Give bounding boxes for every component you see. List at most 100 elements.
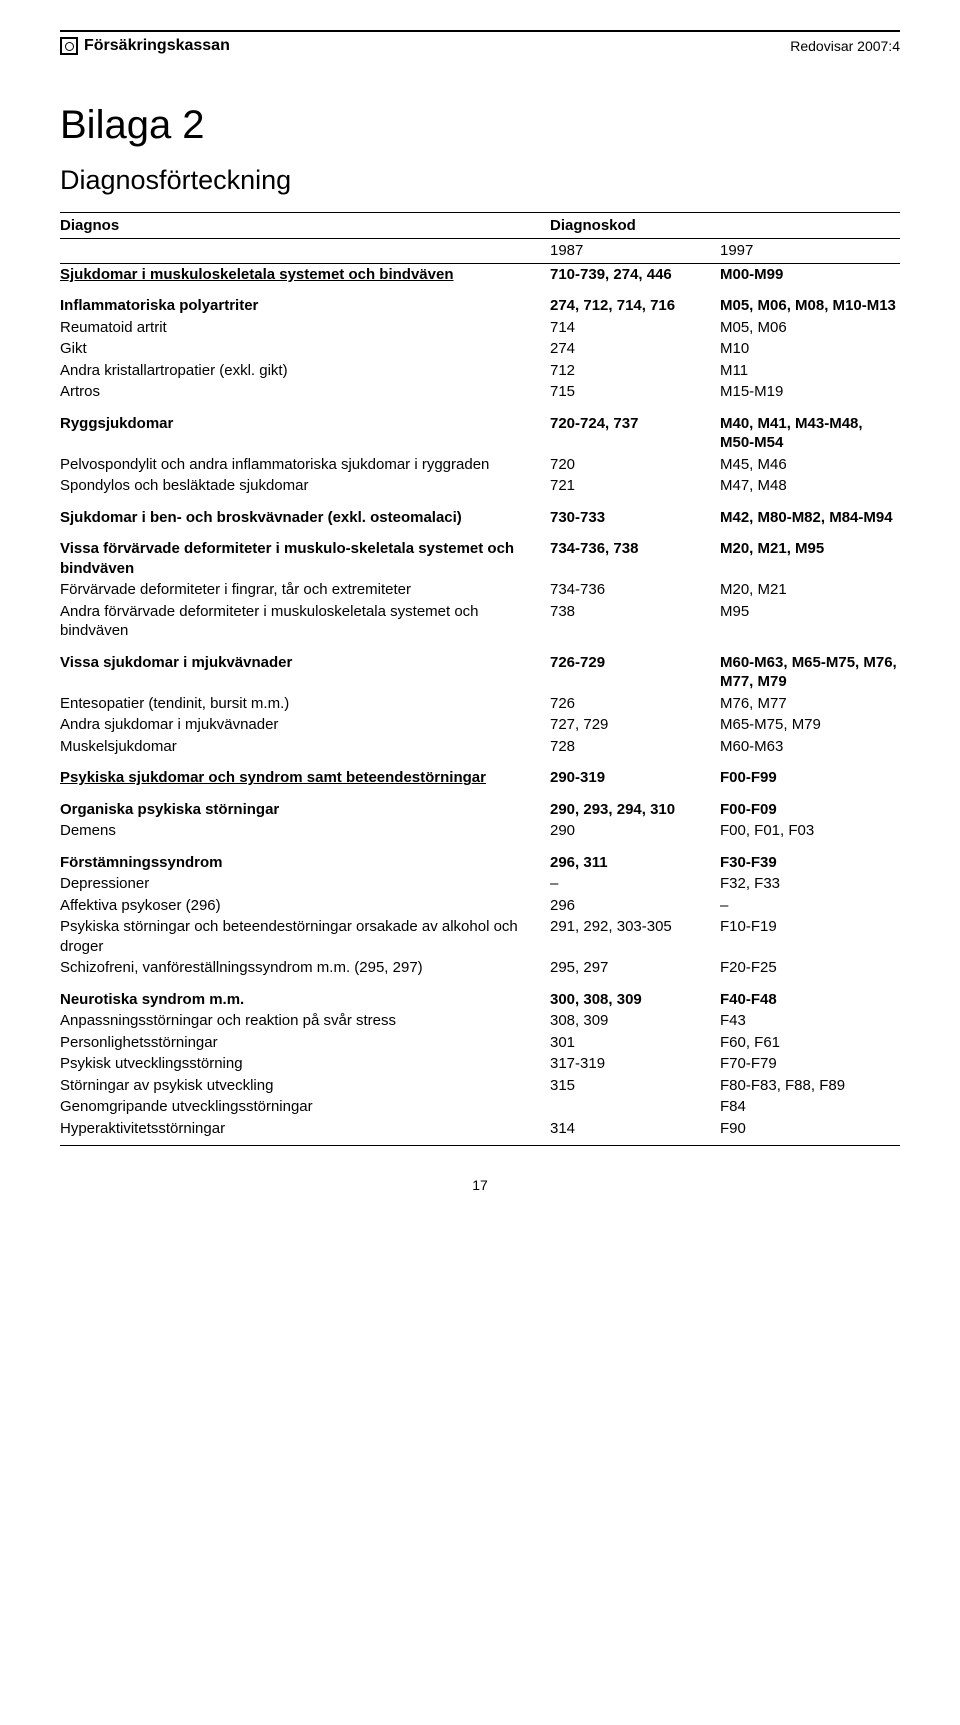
page-number: 17 <box>60 1176 900 1194</box>
col-header-1997: 1997 <box>720 241 900 261</box>
diagnosis-name: Ryggsjukdomar <box>60 414 550 453</box>
diagnosis-name: Neurotiska syndrom m.m. <box>60 990 550 1010</box>
table-row: Förstämningssyndrom296, 311F30-F39 <box>60 852 900 874</box>
section-gap <box>60 497 900 507</box>
table-row: Psykiska störningar och beteendestörning… <box>60 916 900 957</box>
code-1997: M05, M06 <box>720 318 900 338</box>
table-row: Ryggsjukdomar720-724, 737M40, M41, M43-M… <box>60 413 900 454</box>
table-row: Hyperaktivitetsstörningar314F90 <box>60 1118 900 1140</box>
code-1997: F10-F19 <box>720 917 900 956</box>
table-row: Inflammatoriska polyartriter274, 712, 71… <box>60 295 900 317</box>
page-subtitle: Diagnosförteckning <box>60 163 900 198</box>
table-row: Spondylos och besläktade sjukdomar721M47… <box>60 475 900 497</box>
code-1987: – <box>550 874 720 894</box>
code-1997: M42, M80-M82, M84-M94 <box>720 508 900 528</box>
section-gap <box>60 789 900 799</box>
logo-icon <box>60 37 78 55</box>
table-row: Psykiska sjukdomar och syndrom samt bete… <box>60 767 900 789</box>
diagnosis-name: Andra förvärvade deformiteter i muskulos… <box>60 602 550 641</box>
table-row: Neurotiska syndrom m.m.300, 308, 309F40-… <box>60 989 900 1011</box>
table-row: Vissa sjukdomar i mjukvävnader726-729M60… <box>60 652 900 693</box>
code-1997: M60-M63, M65-M75, M76, M77, M79 <box>720 653 900 692</box>
code-1997: F00, F01, F03 <box>720 821 900 841</box>
diagnosis-name: Inflammatoriska polyartriter <box>60 296 550 316</box>
code-1997: F32, F33 <box>720 874 900 894</box>
code-1997: F00-F09 <box>720 800 900 820</box>
table-row: Vissa förvärvade deformiteter i muskulo-… <box>60 538 900 579</box>
subheader-spacer <box>60 241 550 261</box>
table-row: Pelvospondylit och andra inflammatoriska… <box>60 454 900 476</box>
diagnosis-table: Diagnos Diagnoskod 1987 1997 Sjukdomar i… <box>60 212 900 1147</box>
table-row: Sjukdomar i muskuloskeletala systemet oc… <box>60 264 900 286</box>
code-1997: F80-F83, F88, F89 <box>720 1076 900 1096</box>
brand: Försäkringskassan <box>60 36 230 57</box>
diagnosis-name: Sjukdomar i ben- och broskvävnader (exkl… <box>60 508 550 528</box>
diagnosis-name: Andra kristallartropatier (exkl. gikt) <box>60 361 550 381</box>
diagnosis-name: Muskelsjukdomar <box>60 737 550 757</box>
col-header-spacer <box>720 216 900 236</box>
diagnosis-name: Depressioner <box>60 874 550 894</box>
diagnosis-name: Hyperaktivitetsstörningar <box>60 1119 550 1139</box>
table-row: Andra förvärvade deformiteter i muskulos… <box>60 601 900 642</box>
diagnosis-name: Personlighetsstörningar <box>60 1033 550 1053</box>
section-gap <box>60 979 900 989</box>
section-gap <box>60 757 900 767</box>
diagnosis-name: Förvärvade deformiteter i fingrar, tår o… <box>60 580 550 600</box>
code-1987: 728 <box>550 737 720 757</box>
code-1997: M45, M46 <box>720 455 900 475</box>
code-1987: 296 <box>550 896 720 916</box>
code-1987: 290, 293, 294, 310 <box>550 800 720 820</box>
code-1997: M00-M99 <box>720 265 900 285</box>
code-1997: M20, M21, M95 <box>720 539 900 578</box>
diagnosis-name: Sjukdomar i muskuloskeletala systemet oc… <box>60 265 550 285</box>
code-1987: 720-724, 737 <box>550 414 720 453</box>
diagnosis-name: Artros <box>60 382 550 402</box>
code-1987: 314 <box>550 1119 720 1139</box>
code-1997: M60-M63 <box>720 737 900 757</box>
table-header-row: Diagnos Diagnoskod <box>60 212 900 240</box>
page: Försäkringskassan Redovisar 2007:4 Bilag… <box>0 0 960 1235</box>
table-row: Depressioner–F32, F33 <box>60 873 900 895</box>
col-header-diagnos: Diagnos <box>60 216 550 236</box>
code-1987: 315 <box>550 1076 720 1096</box>
diagnosis-name: Genomgripande utvecklingsstörningar <box>60 1097 550 1117</box>
brand-text: Försäkringskassan <box>84 36 230 57</box>
diagnosis-name: Schizofreni, vanföreställningssyndrom m.… <box>60 958 550 978</box>
code-1997: M65-M75, M79 <box>720 715 900 735</box>
code-1987: 290 <box>550 821 720 841</box>
diagnosis-name: Reumatoid artrit <box>60 318 550 338</box>
code-1987: 726 <box>550 694 720 714</box>
code-1987: 291, 292, 303-305 <box>550 917 720 956</box>
diagnosis-name: Psykisk utvecklingsstörning <box>60 1054 550 1074</box>
diagnosis-name: Spondylos och besläktade sjukdomar <box>60 476 550 496</box>
code-1997: M95 <box>720 602 900 641</box>
code-1997: F90 <box>720 1119 900 1139</box>
table-row: Genomgripande utvecklingsstörningar F84 <box>60 1096 900 1118</box>
code-1997: M76, M77 <box>720 694 900 714</box>
code-1987: 712 <box>550 361 720 381</box>
code-1987: 300, 308, 309 <box>550 990 720 1010</box>
code-1987: 734-736 <box>550 580 720 600</box>
diagnosis-name: Gikt <box>60 339 550 359</box>
code-1997: M15-M19 <box>720 382 900 402</box>
diagnosis-name: Psykiska störningar och beteendestörning… <box>60 917 550 956</box>
code-1987: 734-736, 738 <box>550 539 720 578</box>
section-gap <box>60 403 900 413</box>
code-1997: F70-F79 <box>720 1054 900 1074</box>
code-1987: 721 <box>550 476 720 496</box>
code-1997: F00-F99 <box>720 768 900 788</box>
diagnosis-name: Demens <box>60 821 550 841</box>
table-row: Sjukdomar i ben- och broskvävnader (exkl… <box>60 507 900 529</box>
code-1997: F84 <box>720 1097 900 1117</box>
section-gap <box>60 528 900 538</box>
code-1987: 726-729 <box>550 653 720 692</box>
code-1987: 296, 311 <box>550 853 720 873</box>
code-1987: 308, 309 <box>550 1011 720 1031</box>
diagnosis-name: Anpassningsstörningar och reaktion på sv… <box>60 1011 550 1031</box>
table-row: Andra sjukdomar i mjukvävnader727, 729M6… <box>60 714 900 736</box>
diagnosis-name: Störningar av psykisk utveckling <box>60 1076 550 1096</box>
table-row: Förvärvade deformiteter i fingrar, tår o… <box>60 579 900 601</box>
table-row: Störningar av psykisk utveckling315F80-F… <box>60 1075 900 1097</box>
section-gap <box>60 642 900 652</box>
table-body: Sjukdomar i muskuloskeletala systemet oc… <box>60 264 900 1140</box>
